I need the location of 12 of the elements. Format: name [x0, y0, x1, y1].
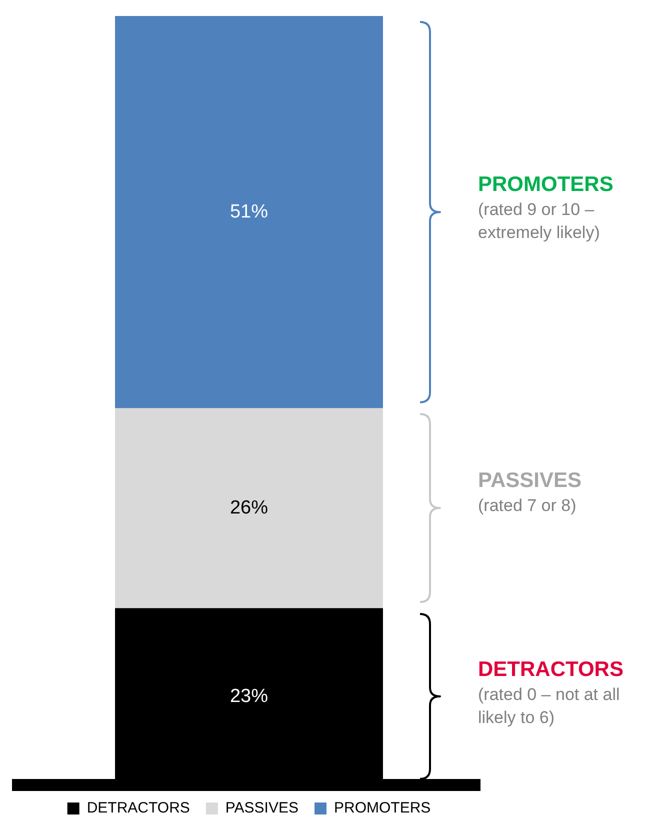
- legend-label: DETRACTORS: [86, 800, 190, 817]
- data-label: 51%: [230, 201, 268, 222]
- legend-label: PROMOTERS: [334, 800, 431, 817]
- text: (rated 0 – not at all likely to 6): [478, 684, 621, 729]
- text: PASSIVES: [478, 468, 582, 494]
- text: PROMOTERS: [478, 172, 614, 198]
- text: (rated 7 or 8): [478, 495, 578, 518]
- data-label: 23%: [230, 686, 268, 707]
- data-label: 26%: [230, 497, 268, 518]
- text: (rated 9 or 10 – extremely likely): [478, 199, 601, 244]
- legend-label: PASSIVES: [225, 800, 298, 817]
- text: DETRACTORS: [478, 656, 624, 683]
